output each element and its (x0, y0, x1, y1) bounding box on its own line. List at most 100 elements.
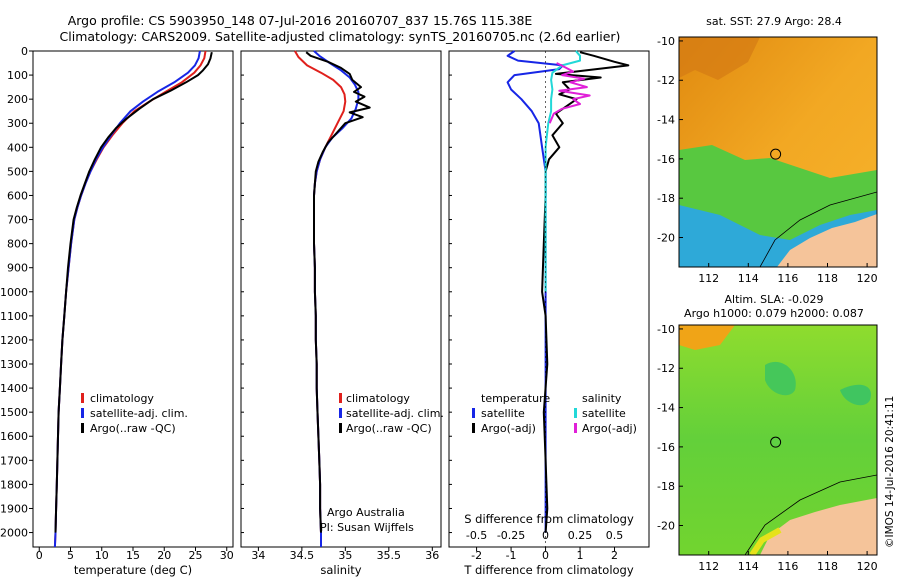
temperature-x-tick-label: 20 (157, 549, 171, 562)
depth-tick-label: 1000 (0, 286, 28, 299)
temperature-x-tick-label: 0 (36, 549, 43, 562)
sal-legend-argo-swatch (339, 423, 342, 433)
map-lat-label: -12 (657, 74, 675, 87)
difference-s-x-tick-label: -0.5 (466, 529, 487, 542)
difference-lines (506, 50, 630, 547)
sla-map-title: Altim. SLA: -0.029 (724, 293, 823, 306)
sst-warm-patch (679, 37, 760, 80)
sla-coastal-band (749, 527, 782, 555)
sal-legend-satellite: satellite-adj. clim. (346, 407, 444, 420)
depth-tick-label: 2000 (0, 527, 28, 540)
depth-tick-label: 1200 (0, 334, 28, 347)
map-lon-label: 116 (777, 272, 798, 285)
map-lon-label: 112 (698, 560, 719, 573)
depth-tick-label: 800 (7, 238, 28, 251)
depth-tick-label: 900 (7, 262, 28, 275)
sal-legend-satellite-swatch (339, 408, 342, 418)
map-lon-label: 118 (817, 560, 838, 573)
series-temperature-argo-adj- (541, 51, 630, 533)
map-lat-label: -20 (657, 232, 675, 245)
difference-s-x-tick-label: 0 (542, 529, 549, 542)
depth-tick-label: 300 (7, 117, 28, 130)
temp-legend-satellite-swatch (81, 408, 84, 418)
map-lat-label: -12 (657, 362, 675, 375)
salinity-x-tick-label: 34.5 (290, 549, 315, 562)
sal-legend-argo: Argo(..raw -QC) (346, 422, 432, 435)
depth-tick-label: 1700 (0, 454, 28, 467)
temperature-x-tick-label: 30 (220, 549, 234, 562)
argo-pi-label: PI: Susan Wijffels (320, 521, 414, 534)
series-argo-raw-qc- (305, 51, 371, 533)
depth-tick-label: 200 (7, 93, 28, 106)
sla-isobath (744, 474, 877, 555)
salinity-x-tick-label: 35 (338, 549, 352, 562)
depth-tick-label: 1600 (0, 430, 28, 443)
depth-tick-label: 0 (21, 45, 28, 58)
depth-tick-label: 1500 (0, 406, 28, 419)
temperature-x-tick-label: 5 (67, 549, 74, 562)
temp-legend-argo-swatch (81, 423, 84, 433)
sla-land (760, 498, 877, 555)
sla-map-frame (678, 324, 878, 556)
depth-tick-label: 1300 (0, 358, 28, 371)
diff-legend-temp-argo-swatch (472, 423, 475, 433)
map-lat-label: -16 (657, 153, 675, 166)
diff-legend-temp-satellite: satellite (481, 407, 525, 420)
salinity-legend: climatology satellite-adj. clim. Argo(..… (339, 392, 444, 435)
header-line2: Climatology: CARS2009. Satellite-adjuste… (60, 29, 621, 44)
sst-map: sat. SST: 27.9 Argo: 28.4 112 114 116 118 12… (657, 15, 878, 285)
difference-plot-frame (448, 50, 650, 548)
depth-axis: 0 100 200 300 400 500 600 700 800 900 1000 1100 1200… (0, 45, 33, 540)
salinity-panel: 34 34.5 35 35.5 36 salinity climatology sate… (240, 50, 444, 577)
sst-map-frame (678, 36, 878, 268)
diff-legend-sal-satellite: satellite (582, 407, 626, 420)
temperature-panel: 0100200300400500600700800900100011001200… (0, 45, 234, 577)
difference-t-x-tick-label: 0 (542, 549, 549, 562)
map-lat-label: -14 (657, 402, 675, 415)
temperature-legend: climatology satellite-adj. clim. Argo(..… (81, 392, 188, 435)
map-lat-label: -10 (657, 323, 675, 336)
map-lon-label: 114 (738, 272, 759, 285)
diff-legend-salinity-title: salinity (582, 392, 622, 405)
depth-tick-label: 600 (7, 189, 28, 202)
argo-operator-label: Argo Australia (327, 506, 405, 519)
map-lat-label: -14 (657, 114, 675, 127)
temp-legend-argo: Argo(..raw -QC) (90, 422, 176, 435)
map-lat-label: -18 (657, 480, 675, 493)
series-argo-raw-qc- (54, 51, 213, 533)
difference-s-x-tick-label: 0.5 (606, 529, 624, 542)
temperature-x-axis: 0 5 10 15 20 25 30 (36, 547, 234, 562)
sla-map: Altim. SLA: -0.029 Argo h1000: 0.079 h20… (657, 293, 878, 573)
temp-legend-climatology-swatch (81, 393, 84, 403)
diff-legend-sal-satellite-swatch (574, 408, 577, 418)
difference-s-x-tick-label: -0.25 (497, 529, 525, 542)
salinity-x-tick-label: 35.5 (377, 549, 402, 562)
salinity-xlabel: salinity (320, 563, 361, 577)
salinity-x-tick-label: 36 (425, 549, 439, 562)
depth-tick-label: 400 (7, 141, 28, 154)
sst-argo-marker (770, 148, 782, 160)
salinity-x-axis: 34 34.5 35 35.5 36 (241, 50, 439, 562)
salinity-lines (294, 50, 371, 547)
map-lat-label: -16 (657, 441, 675, 454)
difference-x-axis: -2 -1 0 1 2 -0.5 -0.25 0 0.25 0.5 (449, 50, 624, 562)
sla-argo-marker (770, 436, 782, 448)
sla-map-axes: 112 114 116 118 120 -10 -12 -14 -16 -18 -20 (657, 323, 878, 573)
map-lon-label: 116 (777, 560, 798, 573)
depth-tick-label: 1800 (0, 478, 28, 491)
salinity-x-tick-label: 34 (251, 549, 265, 562)
series-salinity-satellite (544, 50, 581, 292)
map-lon-label: 120 (857, 272, 878, 285)
sla-low-patch-2 (765, 361, 796, 396)
depth-tick-label: 1900 (0, 502, 28, 515)
depth-tick-label: 100 (7, 69, 28, 82)
temperature-lines (53, 50, 213, 548)
map-lon-label: 114 (738, 560, 759, 573)
diff-legend-sal-argo-swatch (574, 423, 577, 433)
diff-legend-temp-satellite-swatch (472, 408, 475, 418)
sla-map-subtitle: Argo h1000: 0.079 h2000: 0.087 (684, 307, 864, 320)
difference-legend: temperature satellite Argo(-adj) salinit… (472, 392, 637, 435)
map-lat-label: -10 (657, 35, 675, 48)
sal-legend-climatology-swatch (339, 393, 342, 403)
